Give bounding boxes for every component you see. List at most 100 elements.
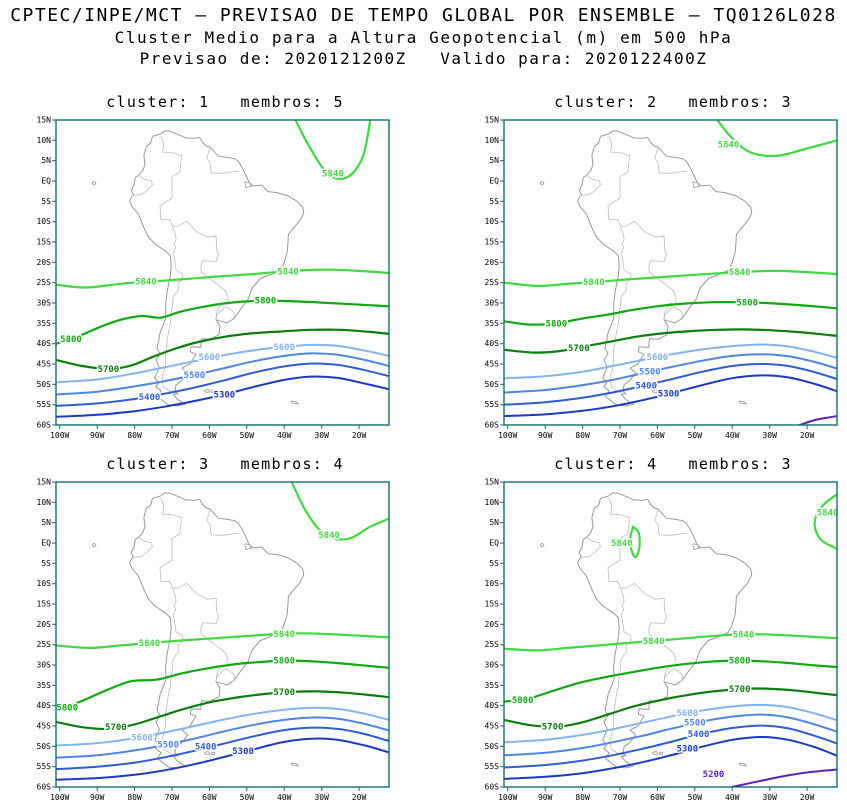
subtitle: Cluster Medio para a Altura Geopotencial… xyxy=(114,28,733,47)
y-tick-label: 40S xyxy=(485,339,500,348)
y-tick-label: 20S xyxy=(485,258,500,267)
x-tick-label: 100W xyxy=(498,431,517,440)
contour-line-5840 xyxy=(716,120,837,158)
contour-line-5500 xyxy=(56,352,389,396)
x-tick-label: 20W xyxy=(352,793,367,802)
y-tick-label: 5N xyxy=(489,518,499,527)
island-outline xyxy=(203,751,211,755)
contour-line-5840 xyxy=(56,268,389,289)
contour-label-5840: 5840 xyxy=(583,278,605,288)
contour-line-5600 xyxy=(504,703,837,744)
y-tick-label: EQ xyxy=(489,539,499,548)
x-tick-label: 30W xyxy=(314,793,329,802)
country-border xyxy=(206,509,239,536)
panels-grid: cluster: 1 membros: 5 15N 10N 5N EQ 5S 10S 15S… xyxy=(0,93,847,807)
y-tick-label: 20S xyxy=(37,620,52,629)
contour-line-5400 xyxy=(56,362,389,407)
map-cluster-4: 15N 10N 5N EQ 5S 10S 15S 20S 25S 30S 35S 40S 45S 50S 5… xyxy=(485,478,840,803)
contour-label-5600: 5600 xyxy=(676,709,698,719)
y-tick-label: EQ xyxy=(41,177,51,186)
y-tick-label: 60S xyxy=(485,783,500,792)
header: CPTEC/INPE/MCT — PREVISAO DE TEMPO GLOBA… xyxy=(0,0,847,69)
y-tick-label: 10S xyxy=(37,579,52,588)
x-tick-label: 40W xyxy=(277,431,292,440)
y-tick-label: 60S xyxy=(37,421,52,430)
country-border xyxy=(162,252,184,395)
x-tick-label: 70W xyxy=(613,793,628,802)
y-tick-label: 10N xyxy=(485,136,500,145)
x-tick-label: 50W xyxy=(240,793,255,802)
contour-label-5800: 5800 xyxy=(512,696,534,706)
contour-label-5840: 5840 xyxy=(322,170,344,180)
map-cluster-1: 15N 10N 5N EQ 5S 10S 15S 20S 25S 30S 35S 40S 45S 50S 5… xyxy=(37,116,390,440)
contour-label-5840: 5840 xyxy=(277,267,299,277)
contour-line-5600 xyxy=(56,706,389,747)
y-tick-label: 35S xyxy=(485,319,500,328)
panel-cluster-2: cluster: 2 membros: 3 15N 10N 5N EQ 5S 10S 15S… xyxy=(474,93,842,445)
y-tick-label: 30S xyxy=(485,661,500,670)
country-border xyxy=(159,136,229,320)
y-tick-label: 40S xyxy=(37,339,52,348)
island-outline xyxy=(651,389,659,393)
contour-label-5600: 5600 xyxy=(131,733,153,743)
x-tick-label: 20W xyxy=(800,431,815,440)
country-border xyxy=(610,614,632,757)
island-outline xyxy=(692,181,700,188)
contour-line-5840 xyxy=(294,120,372,180)
y-tick-label: 30S xyxy=(37,661,52,670)
contour-label-5700: 5700 xyxy=(568,344,590,354)
island-outline xyxy=(210,389,216,394)
country-border xyxy=(654,509,687,536)
x-tick-label: 40W xyxy=(277,793,292,802)
country-border xyxy=(663,668,684,682)
x-tick-label: 80W xyxy=(127,793,142,802)
y-tick-label: 10N xyxy=(37,136,52,145)
y-tick-label: 20S xyxy=(37,258,52,267)
contour-line-5840 xyxy=(629,525,641,559)
coastline xyxy=(577,130,753,407)
y-tick-label: 25S xyxy=(485,278,500,287)
map-frame xyxy=(503,119,838,426)
map-frame xyxy=(55,481,390,788)
contour-label-5600: 5600 xyxy=(647,353,669,363)
contour-line-5300 xyxy=(504,735,837,780)
island-outline xyxy=(539,542,545,548)
x-tick-label: 30W xyxy=(762,793,777,802)
contour-label-5600: 5600 xyxy=(199,353,221,363)
contour-label-5500: 5500 xyxy=(184,371,206,381)
y-tick-label: 15S xyxy=(485,238,500,247)
contour-line-5300 xyxy=(56,737,389,781)
y-tick-label: 10S xyxy=(485,579,500,588)
contour-label-5800: 5800 xyxy=(255,297,277,307)
x-tick-label: 90W xyxy=(538,793,553,802)
contour-line-5300 xyxy=(504,374,837,418)
contour-label-5300: 5300 xyxy=(232,747,254,757)
contour-label-5840: 5840 xyxy=(733,631,755,641)
country-border xyxy=(607,136,677,320)
country-border xyxy=(162,614,184,757)
x-tick-label: 80W xyxy=(575,793,590,802)
y-tick-label: 45S xyxy=(485,722,500,731)
y-tick-label: 50S xyxy=(37,742,52,751)
country-border xyxy=(607,498,677,682)
contour-label-5500: 5500 xyxy=(639,368,661,378)
contour-label-5800: 5800 xyxy=(729,657,751,667)
x-tick-label: 80W xyxy=(575,431,590,440)
x-tick-label: 100W xyxy=(50,431,69,440)
map-cluster-2: 15N 10N 5N EQ 5S 10S 15S 20S 25S 30S 35S 40S 45S 50S 5… xyxy=(485,116,838,440)
x-tick-label: 60W xyxy=(202,431,217,440)
country-border xyxy=(581,536,601,558)
y-tick-label: 15N xyxy=(485,116,500,125)
contour-line-5300 xyxy=(56,375,389,418)
panel-cluster-1: cluster: 1 membros: 5 15N 10N 5N EQ 5S 10S 15S… xyxy=(26,93,394,445)
y-tick-label: 40S xyxy=(485,701,500,710)
contour-line-5800 xyxy=(504,659,837,703)
country-border xyxy=(663,306,684,320)
y-tick-label: 30S xyxy=(485,299,500,308)
x-tick-label: 50W xyxy=(688,431,703,440)
contour-label-5700: 5700 xyxy=(542,722,564,732)
contour-line-5600 xyxy=(56,343,389,384)
contour-label-5500: 5500 xyxy=(157,740,179,750)
contour-label-5700: 5700 xyxy=(273,688,295,698)
contour-label-5840: 5840 xyxy=(318,531,340,541)
